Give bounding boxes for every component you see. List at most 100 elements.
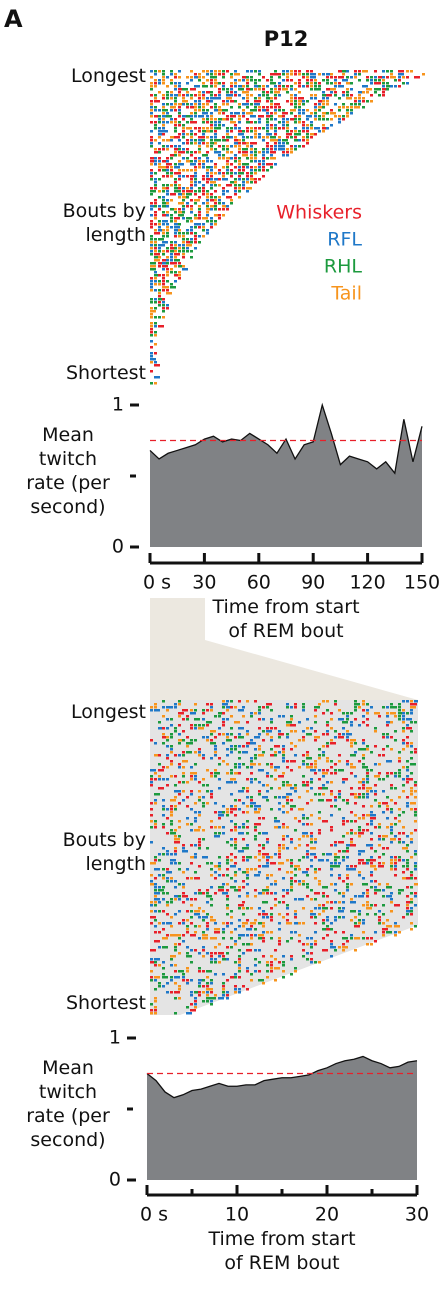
raster-tick — [154, 988, 157, 991]
raster-tick — [290, 883, 293, 886]
raster-tick — [362, 883, 368, 886]
raster-tick — [402, 841, 405, 844]
raster-tick — [154, 151, 160, 154]
raster-tick — [214, 196, 217, 199]
raster-tick — [358, 724, 361, 727]
raster-tick — [150, 76, 153, 79]
raster-tick — [162, 805, 165, 808]
raster-tick — [350, 898, 353, 901]
raster-tick — [226, 889, 229, 892]
raster-tick — [378, 805, 381, 808]
raster-tick — [274, 88, 277, 91]
raster-tick — [374, 913, 377, 916]
raster-tick — [162, 826, 165, 829]
raster-tick — [362, 715, 365, 718]
raster-tick — [154, 289, 157, 292]
raster-tick — [154, 856, 157, 859]
raster-tick — [306, 850, 309, 853]
raster-tick — [238, 967, 241, 970]
raster-tick — [378, 856, 381, 859]
raster-tick — [174, 784, 177, 787]
raster-tick — [366, 745, 369, 748]
raster-tick — [154, 115, 160, 118]
raster-tick — [382, 853, 385, 856]
raster-tick — [218, 862, 221, 865]
raster-tick — [150, 88, 153, 91]
raster-tick — [266, 877, 269, 880]
raster-tick — [326, 916, 329, 919]
raster-tick — [166, 766, 169, 769]
raster-tick — [194, 991, 200, 994]
raster-tick — [254, 856, 257, 859]
raster-tick — [166, 880, 169, 883]
raster-tick — [186, 169, 189, 172]
raster-tick — [166, 280, 169, 283]
raster-tick — [246, 877, 249, 880]
raster-tick — [258, 763, 261, 766]
raster-tick — [334, 91, 337, 94]
raster-tick — [414, 811, 417, 814]
raster-tick — [238, 190, 241, 193]
raster-tick — [286, 121, 289, 124]
raster-tick — [330, 718, 333, 721]
raster-tick — [398, 889, 404, 892]
raster-tick — [178, 172, 181, 175]
raster-tick — [210, 793, 213, 796]
raster-tick — [282, 823, 285, 826]
raster-tick — [206, 769, 209, 772]
raster-tick — [198, 145, 201, 148]
raster-tick — [314, 715, 317, 718]
raster-tick — [322, 769, 325, 772]
raster-tick — [166, 289, 169, 292]
raster-tick — [166, 871, 172, 874]
raster-tick — [278, 913, 281, 916]
raster-tick — [394, 865, 397, 868]
raster-tick — [202, 184, 205, 187]
raster-tick — [338, 754, 341, 757]
raster-tick — [282, 835, 285, 838]
raster-tick — [346, 76, 349, 79]
raster-tick — [154, 232, 160, 235]
raster-tick — [386, 733, 389, 736]
raster-tick — [338, 808, 341, 811]
raster-tick — [210, 205, 216, 208]
raster-tick — [274, 754, 277, 757]
raster-tick — [234, 805, 237, 808]
raster-tick — [182, 124, 185, 127]
raster-tick — [346, 820, 349, 823]
raster-tick — [394, 85, 397, 88]
raster-tick — [230, 805, 233, 808]
raster-tick — [238, 988, 241, 991]
raster-tick — [382, 91, 385, 94]
raster-tick — [330, 826, 333, 829]
raster-tick — [322, 700, 325, 703]
raster-tick — [306, 766, 312, 769]
raster-tick — [406, 844, 409, 847]
raster-tick — [218, 121, 221, 124]
raster-tick — [390, 73, 393, 76]
raster-tick — [198, 970, 201, 973]
raster-tick — [266, 703, 272, 706]
raster-tick — [262, 85, 265, 88]
raster-tick — [154, 706, 157, 709]
raster-tick — [206, 928, 209, 931]
raster-tick — [202, 1000, 205, 1003]
raster-tick — [210, 91, 213, 94]
raster-tick — [234, 136, 237, 139]
raster-tick — [166, 991, 169, 994]
raster-tick — [246, 970, 249, 973]
raster-tick — [202, 718, 205, 721]
raster-tick — [334, 730, 337, 733]
raster-tick — [374, 712, 380, 715]
raster-tick — [206, 151, 209, 154]
raster-tick — [202, 202, 205, 205]
raster-tick — [222, 148, 225, 151]
raster-tick — [346, 856, 349, 859]
raster-tick — [206, 205, 209, 208]
raster-tick — [154, 979, 157, 982]
raster-tick — [182, 901, 185, 904]
raster-tick — [338, 733, 341, 736]
raster-tick — [150, 334, 153, 337]
raster-tick — [286, 904, 289, 907]
raster-tick — [306, 790, 309, 793]
